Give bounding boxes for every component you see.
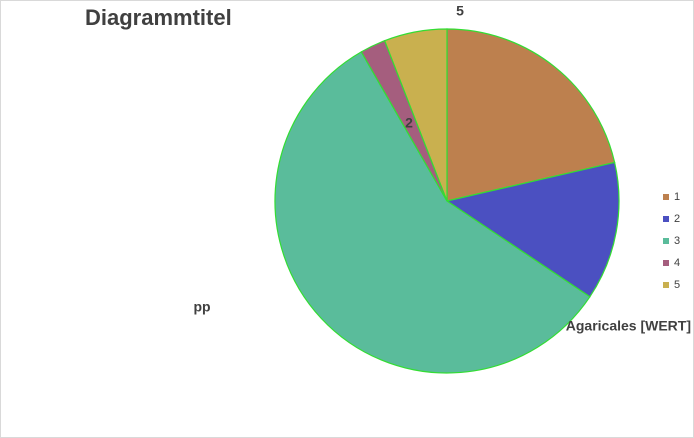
data-label: pp: [193, 299, 210, 315]
data-label: 2: [405, 115, 413, 131]
legend-swatch: [663, 216, 669, 222]
legend-label: 4: [674, 257, 680, 269]
legend-swatch: [663, 238, 669, 244]
legend-swatch: [663, 282, 669, 288]
pie-slice: [274, 51, 591, 374]
legend-label: 5: [674, 279, 680, 291]
legend-swatch: [663, 260, 669, 266]
legend-label: 3: [674, 235, 680, 247]
legend-label: 2: [674, 213, 680, 225]
data-label: 5: [456, 3, 464, 19]
pie-slice: [445, 161, 620, 298]
pie-slice: [446, 28, 616, 202]
data-label: Agaricales [WERT]: [566, 318, 691, 334]
legend-swatch: [663, 194, 669, 200]
pie-slice: [383, 28, 448, 202]
legend-label: 1: [674, 191, 680, 203]
chart-title: Diagrammtitel: [85, 5, 232, 30]
